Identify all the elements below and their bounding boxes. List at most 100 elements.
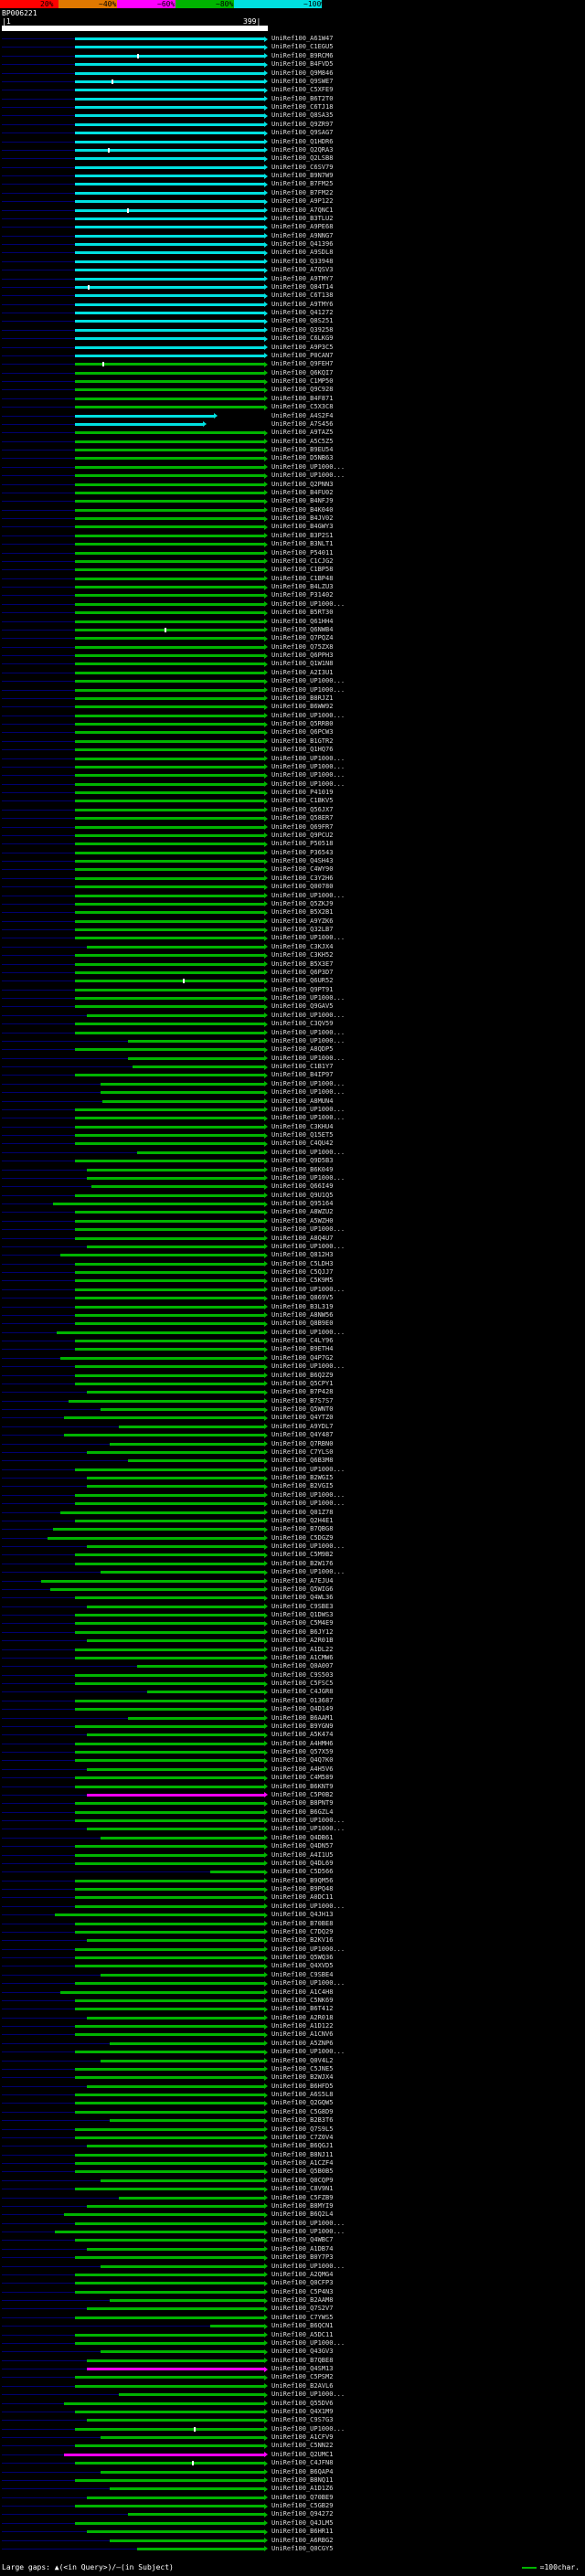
hit-bar[interactable] [63, 1434, 264, 1437]
hit-bar[interactable] [74, 1802, 264, 1806]
hit-bar[interactable] [74, 2094, 264, 2096]
hit-bar[interactable] [74, 243, 264, 246]
hit-bar[interactable] [74, 525, 264, 529]
hit-label[interactable]: UniRef100_C4WY90 [271, 865, 334, 874]
hit-bar[interactable] [74, 175, 264, 177]
hit-label[interactable]: UniRef100_UP1000... [271, 934, 346, 942]
hit-bar[interactable] [74, 577, 264, 580]
hit-label[interactable]: UniRef100_B8NJ11 [271, 2150, 334, 2158]
hit-label[interactable]: UniRef100_Q4DN57 [271, 1842, 334, 1850]
hit-bar[interactable] [74, 285, 264, 289]
hit-bar[interactable] [74, 817, 264, 821]
hit-bar[interactable] [74, 217, 264, 220]
hit-bar[interactable] [74, 1708, 264, 1712]
hit-bar[interactable] [137, 1665, 264, 1669]
hit-bar[interactable] [74, 1888, 264, 1891]
hit-label[interactable]: UniRef100_C5PSM2 [271, 2373, 334, 2381]
hit-bar[interactable] [74, 586, 264, 588]
hit-label[interactable]: UniRef100_C1MP50 [271, 377, 334, 385]
hit-bar[interactable] [210, 1871, 264, 1874]
hit-bar[interactable] [146, 1691, 264, 1694]
hit-label[interactable]: UniRef100_A4S2F4 [271, 411, 334, 419]
hit-bar[interactable] [74, 970, 264, 974]
hit-bar[interactable] [74, 705, 264, 709]
hit-bar[interactable] [90, 1185, 264, 1189]
hit-label[interactable]: UniRef100_C6SV79 [271, 163, 334, 171]
hit-bar[interactable] [101, 2059, 264, 2062]
hit-label[interactable]: UniRef100_A5K474 [271, 1731, 334, 1739]
hit-bar[interactable] [74, 165, 264, 169]
hit-label[interactable]: UniRef100_Q43GV3 [271, 2348, 334, 2356]
hit-label[interactable]: UniRef100_Q70BE9 [271, 2493, 334, 2501]
hit-label[interactable]: UniRef100_B9PQ48 [271, 1885, 334, 1892]
hit-label[interactable]: UniRef100_C1EGU5 [271, 43, 334, 51]
hit-label[interactable]: UniRef100_UP1000... [271, 1490, 346, 1499]
hit-label[interactable]: UniRef100_B7FM25 [271, 180, 334, 188]
hit-label[interactable]: UniRef100_Q9U1Q5 [271, 1191, 334, 1199]
hit-bar[interactable] [74, 1117, 264, 1120]
hit-bar[interactable] [74, 1297, 264, 1300]
hit-label[interactable]: UniRef100_B2AVL6 [271, 2381, 334, 2390]
hit-bar[interactable] [74, 594, 264, 598]
hit-bar[interactable] [74, 1228, 264, 1232]
hit-label[interactable]: UniRef100_Q9ZR97 [271, 120, 334, 128]
hit-label[interactable]: UniRef100_Q2H4E1 [271, 1516, 334, 1524]
hit-label[interactable]: UniRef100_Q5WQ36 [271, 1954, 334, 1961]
hit-bar[interactable] [86, 2145, 264, 2148]
hit-label[interactable]: UniRef100_C4LY96 [271, 1337, 334, 1344]
hit-bar[interactable] [74, 2290, 264, 2294]
hit-label[interactable]: UniRef100_UP1000... [271, 1465, 346, 1473]
hit-label[interactable]: UniRef100_Q6PPH3 [271, 652, 334, 659]
hit-label[interactable]: UniRef100_UP1000... [271, 677, 346, 685]
hit-label[interactable]: UniRef100_Q0CQP9 [271, 2176, 334, 2184]
hit-label[interactable]: UniRef100_A1C4H8 [271, 1988, 334, 1996]
hit-bar[interactable] [74, 2333, 264, 2337]
hit-bar[interactable] [74, 1160, 264, 1163]
hit-label[interactable]: UniRef100_B70BE8 [271, 1919, 334, 1927]
hit-label[interactable]: UniRef100_B7S7S7 [271, 1396, 334, 1405]
hit-bar[interactable] [74, 1502, 264, 1506]
hit-bar[interactable] [74, 2221, 264, 2225]
hit-label[interactable]: UniRef100_UP1000... [271, 1568, 346, 1576]
hit-bar[interactable] [74, 1271, 264, 1274]
hit-bar[interactable] [74, 2127, 264, 2131]
hit-label[interactable]: UniRef100_Q69FR7 [271, 822, 334, 831]
hit-bar[interactable] [74, 645, 264, 649]
hit-label[interactable]: UniRef100_C5FZB9 [271, 2193, 334, 2201]
hit-label[interactable]: UniRef100_Q7S2V7 [271, 2305, 334, 2313]
hit-label[interactable]: UniRef100_UP1000... [271, 1173, 346, 1182]
hit-label[interactable]: UniRef100_B7P428 [271, 1388, 334, 1396]
hit-label[interactable]: UniRef100_UP1000... [271, 1114, 346, 1122]
hit-label[interactable]: UniRef100_B5RT30 [271, 609, 334, 617]
hit-bar[interactable] [74, 1956, 264, 1959]
hit-label[interactable]: UniRef100_P0CAN7 [271, 351, 334, 359]
hit-bar[interactable] [74, 1348, 264, 1352]
hit-bar[interactable] [74, 876, 264, 880]
hit-label[interactable]: UniRef100_B6QCN1 [271, 2322, 334, 2330]
hit-bar[interactable] [74, 1699, 264, 1702]
hit-bar[interactable] [74, 2170, 264, 2174]
hit-bar[interactable] [128, 1039, 264, 1043]
hit-bar[interactable] [128, 1716, 264, 1720]
hit-bar[interactable] [56, 1330, 264, 1334]
hit-label[interactable]: UniRef100_Q41272 [271, 309, 334, 316]
hit-label[interactable]: UniRef100_Q9FEH7 [271, 360, 334, 368]
hit-label[interactable]: UniRef100_UP1000... [271, 1079, 346, 1087]
hit-bar[interactable] [74, 251, 264, 255]
hit-label[interactable]: UniRef100_C8V9N1 [271, 2185, 334, 2193]
hit-label[interactable]: UniRef100_UP1000... [271, 472, 346, 480]
hit-bar[interactable] [86, 2307, 264, 2311]
hit-label[interactable]: UniRef100_A4H5V6 [271, 1765, 334, 1773]
hit-label[interactable]: UniRef100_B2W176 [271, 1559, 334, 1567]
hit-label[interactable]: UniRef100_B4FU02 [271, 488, 334, 496]
hit-label[interactable]: UniRef100_P41019 [271, 789, 334, 796]
hit-bar[interactable] [74, 1305, 264, 1309]
hit-bar[interactable] [74, 919, 264, 923]
hit-label[interactable]: UniRef100_B2AAM8 [271, 2296, 334, 2304]
hit-label[interactable]: UniRef100_A0DC11 [271, 1893, 334, 1902]
hit-bar[interactable] [74, 157, 264, 161]
hit-bar[interactable] [86, 1767, 264, 1771]
hit-label[interactable]: UniRef100_Q1HDR6 [271, 137, 334, 145]
hit-label[interactable]: UniRef100_B9ETH4 [271, 1345, 334, 1353]
hit-label[interactable]: UniRef100_A7QSV3 [271, 266, 334, 274]
